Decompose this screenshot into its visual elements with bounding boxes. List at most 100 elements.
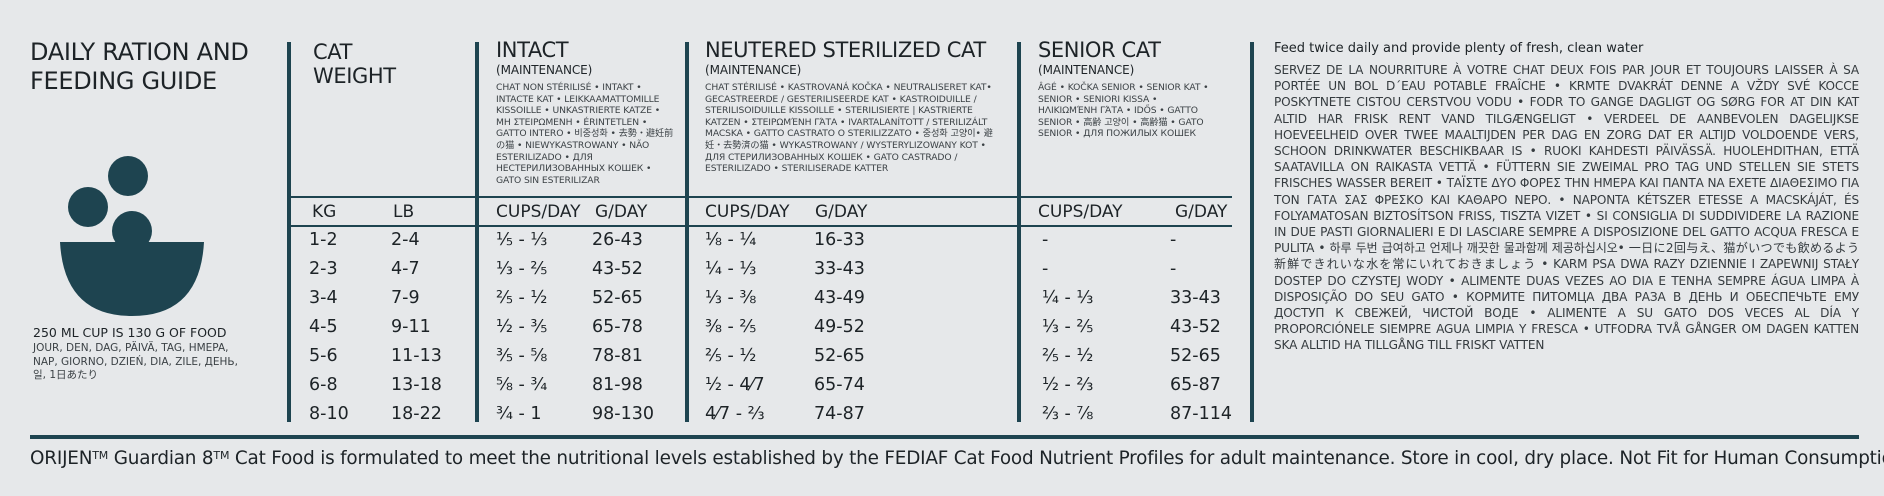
footer-tm-1: TM bbox=[92, 449, 109, 462]
lb-value: 7-9 bbox=[391, 288, 420, 308]
senior-cups-value: ⅓ - ⅖ bbox=[1042, 317, 1094, 337]
kibble-3 bbox=[112, 211, 152, 251]
intact-subtitle: (MAINTENANCE) bbox=[496, 63, 593, 77]
weight-title-1: CAT bbox=[313, 40, 353, 64]
footer-tm-2: TM bbox=[213, 449, 230, 462]
neutered-g-list: 16-33 33-43 43-49 49-52 52-65 65-74 74-8… bbox=[814, 226, 865, 429]
neutered-g-value: 33-43 bbox=[814, 259, 865, 279]
footer-text: Cat Food is formulated to meet the nutri… bbox=[229, 448, 1884, 469]
kg-value: 4-5 bbox=[309, 317, 338, 337]
unit-kg: KG bbox=[312, 202, 337, 222]
senior-g-value: - bbox=[1170, 230, 1177, 250]
senior-cups-value: ⅔ - ⅞ bbox=[1042, 404, 1094, 424]
senior-title: SENIOR CAT bbox=[1038, 38, 1161, 62]
senior-g-value: 43-52 bbox=[1170, 317, 1221, 337]
intact-g-value: 81-98 bbox=[592, 375, 643, 395]
neutered-g-value: 43-49 bbox=[814, 288, 865, 308]
intact-unit-g: G/DAY bbox=[595, 202, 648, 222]
senior-g-value: 87-114 bbox=[1170, 404, 1232, 424]
intact-g-value: 52-65 bbox=[592, 288, 643, 308]
lb-value: 18-22 bbox=[391, 404, 442, 424]
senior-translations: ÂGÉ • KOČKA SENIOR • SENIOR KAT • SENIOR… bbox=[1038, 82, 1209, 140]
neutered-title: NEUTERED STERILIZED CAT bbox=[705, 38, 986, 62]
divider-1 bbox=[287, 42, 291, 422]
intact-cups-value: ½ - ⅗ bbox=[496, 317, 548, 337]
kg-value: 3-4 bbox=[309, 288, 338, 308]
lb-value: 9-11 bbox=[391, 317, 431, 337]
neutered-g-value: 52-65 bbox=[814, 346, 865, 366]
feeding-notes: Feed twice daily and provide plenty of f… bbox=[1274, 41, 1859, 354]
neutered-cups-value: ⅜ - ⅖ bbox=[705, 317, 757, 337]
lb-list: 2-4 4-7 7-9 9-11 11-13 13-18 18-22 bbox=[391, 226, 442, 429]
senior-subtitle: (MAINTENANCE) bbox=[1038, 63, 1135, 77]
cup-info-main: 250 ML CUP IS 130 G OF FOOD bbox=[33, 325, 227, 340]
senior-unit-g: G/DAY bbox=[1175, 202, 1228, 222]
lb-value: 2-4 bbox=[391, 230, 420, 250]
intact-g-value: 43-52 bbox=[592, 259, 643, 279]
intact-cups-list: ⅕ - ⅓ ⅓ - ⅖ ⅖ - ½ ½ - ⅗ ⅗ - ⅝ ⅝ - ¾ ¾ - … bbox=[496, 226, 547, 429]
cup-info: 250 ML CUP IS 130 G OF FOOD JOUR, DEN, D… bbox=[33, 325, 248, 383]
intact-cups-value: ⅗ - ⅝ bbox=[496, 346, 548, 366]
neutered-g-value: 49-52 bbox=[814, 317, 865, 337]
neutered-unit-g: G/DAY bbox=[815, 202, 868, 222]
kg-value: 8-10 bbox=[309, 404, 349, 424]
intact-cups-value: ¾ - 1 bbox=[496, 404, 542, 424]
senior-cups-value: ⅖ - ½ bbox=[1042, 346, 1094, 366]
senior-cups-value: - bbox=[1042, 259, 1049, 279]
intact-g-value: 78-81 bbox=[592, 346, 643, 366]
cup-info-translations: JOUR, DEN, DAG, PÄIVÄ, TAG, HMEPA, NAP, … bbox=[33, 342, 238, 381]
senior-cups-list: - - ¼ - ⅓ ⅓ - ⅖ ⅖ - ½ ½ - ⅔ ⅔ - ⅞ bbox=[1042, 226, 1093, 429]
neutered-header: NEUTERED STERILIZED CAT (MAINTENANCE) CH… bbox=[705, 38, 1005, 175]
neutered-unit-cups: CUPS/DAY bbox=[705, 202, 790, 222]
bowl bbox=[60, 242, 204, 316]
title-line-2: FEEDING GUIDE bbox=[30, 67, 217, 95]
intact-cups-value: ⅖ - ½ bbox=[496, 288, 548, 308]
senior-cups-value: - bbox=[1042, 230, 1049, 250]
lb-value: 11-13 bbox=[391, 346, 442, 366]
kibble-1 bbox=[108, 156, 148, 196]
intact-translations: CHAT NON STÉRILISÉ • INTAKT • INTACTE KA… bbox=[496, 82, 674, 186]
neutered-subtitle: (MAINTENANCE) bbox=[705, 63, 802, 77]
neutered-cups-list: ⅛ - ¼ ¼ - ⅓ ⅓ - ⅜ ⅜ - ⅖ ⅖ - ½ ½ - 4⁄7 4⁄… bbox=[705, 226, 765, 429]
kg-value: 5-6 bbox=[309, 346, 338, 366]
senior-g-value: 65-87 bbox=[1170, 375, 1221, 395]
neutered-cups-value: ⅓ - ⅜ bbox=[705, 288, 757, 308]
divider-4 bbox=[1017, 42, 1021, 422]
neutered-translations: CHAT STÉRILISÉ • KASTROVANÁ KOČKA • NEUT… bbox=[705, 82, 993, 175]
unit-row-rule bbox=[291, 225, 1232, 227]
intact-cups-value: ⅕ - ⅓ bbox=[496, 230, 548, 250]
divider-3 bbox=[685, 42, 689, 422]
intact-g-list: 26-43 43-52 52-65 65-78 78-81 81-98 98-1… bbox=[592, 226, 654, 429]
page-title: DAILY RATION AND FEEDING GUIDE bbox=[30, 38, 249, 96]
neutered-g-value: 16-33 bbox=[814, 230, 865, 250]
weight-header: CAT WEIGHT bbox=[313, 40, 396, 88]
footer-statement: ORIJENTM Guardian 8TM Cat Food is formul… bbox=[30, 448, 1884, 470]
neutered-cups-value: ⅖ - ½ bbox=[705, 346, 757, 366]
neutered-cups-value: ⅛ - ¼ bbox=[705, 230, 757, 250]
title-line-1: DAILY RATION AND bbox=[30, 38, 249, 66]
senior-header: SENIOR CAT (MAINTENANCE) ÂGÉ • KOČKA SEN… bbox=[1038, 38, 1218, 140]
intact-header: INTACT (MAINTENANCE) CHAT NON STÉRILISÉ … bbox=[496, 38, 674, 186]
divider-2 bbox=[475, 42, 479, 422]
intact-g-value: 65-78 bbox=[592, 317, 643, 337]
intact-cups-value: ⅓ - ⅖ bbox=[496, 259, 548, 279]
neutered-g-value: 65-74 bbox=[814, 375, 865, 395]
table-header-rule bbox=[291, 196, 1232, 198]
neutered-cups-value: ½ - 4⁄7 bbox=[705, 375, 765, 395]
kg-value: 1-2 bbox=[309, 230, 338, 250]
lb-value: 4-7 bbox=[391, 259, 420, 279]
senior-g-list: - - 33-43 43-52 52-65 65-87 87-114 bbox=[1170, 226, 1232, 429]
weight-title-2: WEIGHT bbox=[313, 64, 396, 88]
footer-rule bbox=[30, 435, 1859, 439]
neutered-cups-value: ¼ - ⅓ bbox=[705, 259, 757, 279]
senior-cups-value: ½ - ⅔ bbox=[1042, 375, 1094, 395]
kg-value: 2-3 bbox=[309, 259, 338, 279]
intact-cups-value: ⅝ - ¾ bbox=[496, 375, 548, 395]
unit-lb: LB bbox=[393, 202, 415, 222]
senior-g-value: - bbox=[1170, 259, 1177, 279]
kg-value: 6-8 bbox=[309, 375, 338, 395]
intact-title: INTACT bbox=[496, 38, 569, 62]
senior-g-value: 33-43 bbox=[1170, 288, 1221, 308]
senior-cups-value: ¼ - ⅓ bbox=[1042, 288, 1094, 308]
kg-list: 1-2 2-3 3-4 4-5 5-6 6-8 8-10 bbox=[309, 226, 349, 429]
